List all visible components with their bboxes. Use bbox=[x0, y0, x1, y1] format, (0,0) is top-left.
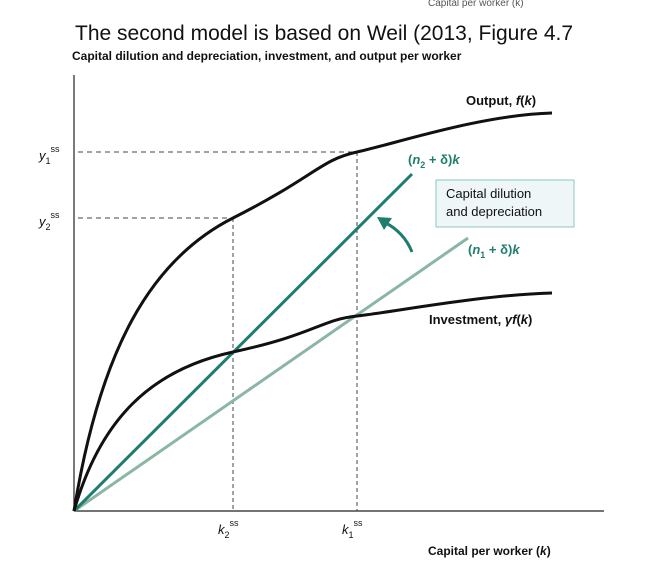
text: k bbox=[452, 152, 460, 167]
text: 2 bbox=[46, 222, 51, 232]
arrow bbox=[383, 220, 414, 253]
text: Capital per worker ( bbox=[428, 544, 540, 558]
text: k bbox=[218, 522, 226, 537]
text: ) bbox=[532, 93, 536, 108]
text: ss bbox=[51, 144, 61, 154]
text: 1 bbox=[46, 156, 51, 166]
n2-label: (n2 + δ)k bbox=[408, 152, 460, 170]
text: + δ) bbox=[425, 152, 452, 167]
cut-caption: Capital per worker (k) bbox=[428, 0, 524, 9]
k2-label: k2ss bbox=[218, 518, 239, 540]
arrow-head bbox=[377, 217, 392, 230]
text: y bbox=[38, 214, 47, 229]
y-axis-title: Capital dilution and depreciation, inves… bbox=[72, 49, 462, 63]
k1-label: k1ss bbox=[342, 518, 363, 540]
text: f bbox=[512, 312, 518, 327]
text: f bbox=[516, 93, 522, 108]
x-axis-title: Capital per worker (k) bbox=[428, 544, 551, 558]
text: γ bbox=[505, 312, 513, 327]
n1-line bbox=[73, 236, 469, 513]
text: n bbox=[412, 152, 420, 167]
y1-label: y1ss bbox=[38, 144, 60, 166]
investment-label: Investment, γf(k) bbox=[429, 312, 532, 327]
text: k bbox=[521, 312, 529, 327]
text: k bbox=[512, 242, 520, 257]
text: 2 bbox=[225, 530, 230, 540]
text: ( bbox=[408, 152, 413, 167]
text: ) bbox=[528, 312, 532, 327]
text: ( bbox=[516, 312, 521, 327]
text: ( bbox=[520, 93, 525, 108]
n2-line bbox=[72, 172, 414, 513]
text: ss bbox=[354, 518, 364, 528]
investment-curve bbox=[72, 291, 553, 512]
output-label: Output, f(k) bbox=[466, 93, 536, 108]
text: ) bbox=[547, 544, 551, 558]
callout-box bbox=[435, 179, 575, 228]
text: 1 bbox=[349, 530, 354, 540]
text: ss bbox=[230, 518, 240, 528]
callout-line: and depreciation bbox=[446, 204, 542, 219]
n1-label: (n1 + δ)k bbox=[468, 242, 520, 260]
callout-line: Capital dilution bbox=[446, 186, 531, 201]
text: n bbox=[472, 242, 480, 257]
text: k bbox=[525, 93, 533, 108]
text: Output, bbox=[466, 93, 516, 108]
text: k bbox=[540, 544, 548, 558]
text: y bbox=[38, 148, 47, 163]
text: k bbox=[342, 522, 350, 537]
text: + δ) bbox=[485, 242, 512, 257]
y2-label: y2ss bbox=[38, 210, 60, 232]
output-curve bbox=[72, 111, 553, 512]
title: The second model is based on Weil (2013,… bbox=[75, 22, 573, 45]
text: 2 bbox=[420, 160, 425, 170]
text: ( bbox=[468, 242, 473, 257]
text: Investment, bbox=[429, 312, 505, 327]
guides bbox=[78, 151, 358, 511]
text: ss bbox=[51, 210, 61, 220]
text: 1 bbox=[480, 250, 485, 260]
